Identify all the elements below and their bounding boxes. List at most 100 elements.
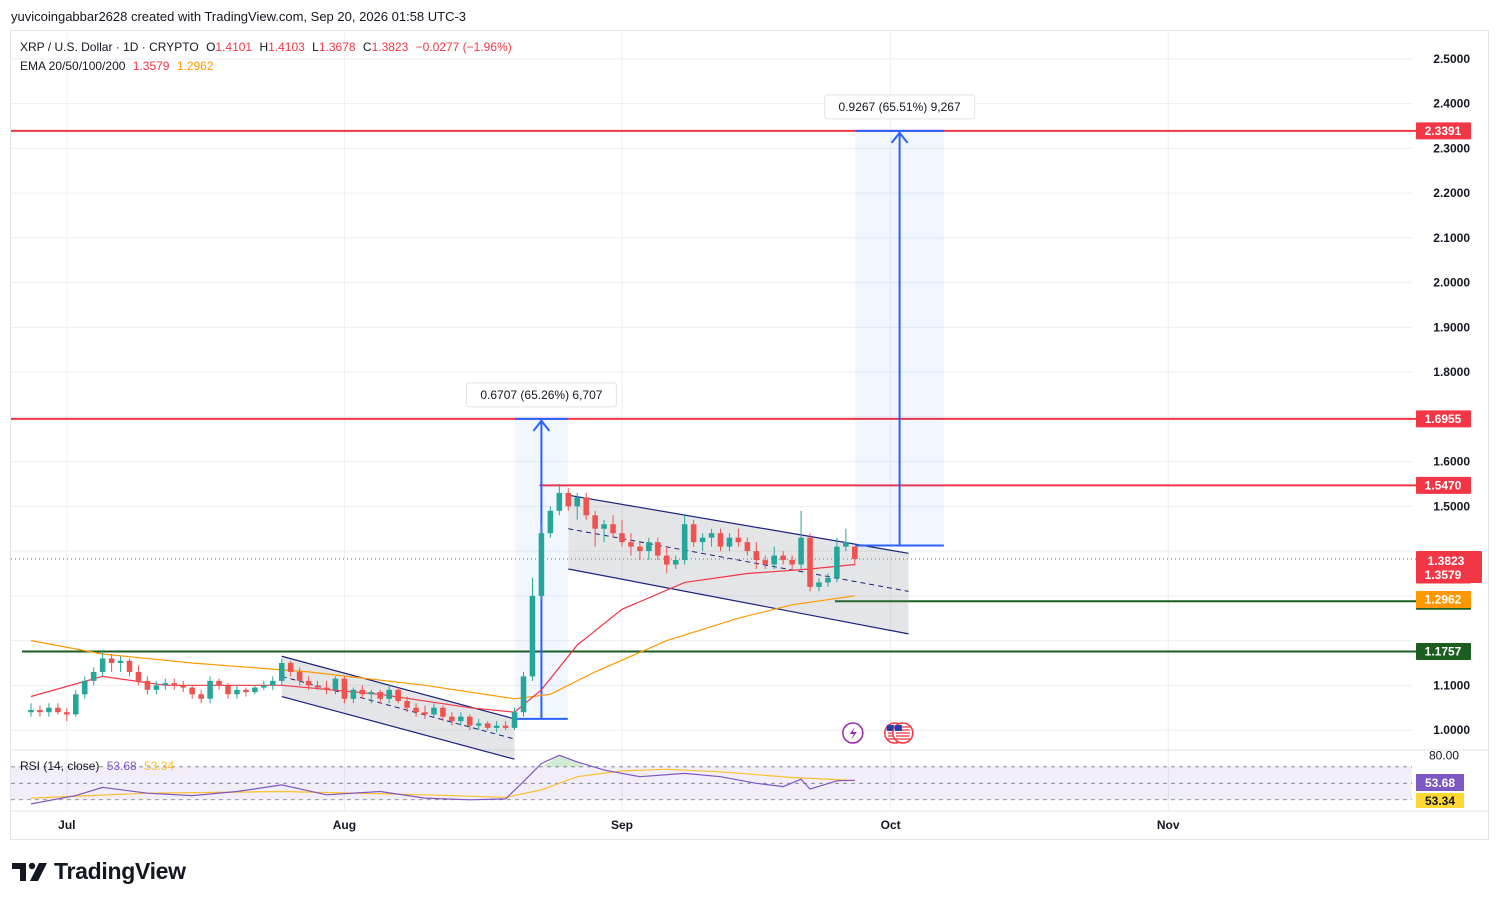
candle[interactable] xyxy=(144,676,151,695)
candle[interactable] xyxy=(565,488,572,511)
candle[interactable] xyxy=(81,676,88,699)
candle[interactable] xyxy=(37,705,43,717)
candle[interactable] xyxy=(735,528,742,547)
us-flag-icon[interactable] xyxy=(892,722,914,744)
candle[interactable] xyxy=(717,528,724,552)
candle[interactable] xyxy=(681,515,688,565)
candle[interactable] xyxy=(771,546,778,569)
channel-bottom[interactable] xyxy=(281,695,515,760)
candle[interactable] xyxy=(708,528,715,547)
candle[interactable] xyxy=(269,676,276,690)
candle[interactable] xyxy=(475,718,482,731)
candle[interactable] xyxy=(261,680,267,690)
candle[interactable] xyxy=(377,689,384,704)
candle[interactable] xyxy=(699,533,706,552)
candle[interactable] xyxy=(484,721,491,731)
candle[interactable] xyxy=(180,680,187,693)
candle[interactable] xyxy=(413,703,419,717)
channel-top[interactable] xyxy=(568,494,909,554)
candle[interactable] xyxy=(672,555,679,569)
candle[interactable] xyxy=(744,537,751,556)
candle[interactable] xyxy=(574,492,581,520)
candle[interactable] xyxy=(466,714,473,731)
candle[interactable] xyxy=(458,712,464,726)
candle[interactable] xyxy=(547,506,554,538)
candle[interactable] xyxy=(332,676,339,695)
candle[interactable] xyxy=(278,658,285,686)
candle[interactable] xyxy=(502,721,509,731)
candle[interactable] xyxy=(296,667,303,686)
candle[interactable] xyxy=(798,510,804,569)
candle[interactable] xyxy=(726,533,733,552)
candle[interactable] xyxy=(305,676,312,690)
candle[interactable] xyxy=(520,671,527,717)
candle[interactable] xyxy=(234,685,240,699)
candle[interactable] xyxy=(529,577,536,681)
candle[interactable] xyxy=(404,696,410,713)
candle[interactable] xyxy=(690,519,697,547)
candle[interactable] xyxy=(556,483,563,516)
candle[interactable] xyxy=(225,683,231,699)
candle[interactable] xyxy=(449,712,455,726)
candle[interactable] xyxy=(252,685,258,695)
candle[interactable] xyxy=(135,665,142,686)
candle[interactable] xyxy=(834,537,840,583)
candle[interactable] xyxy=(216,678,222,690)
candle[interactable] xyxy=(64,707,70,722)
candle[interactable] xyxy=(207,676,213,704)
candle[interactable] xyxy=(762,555,769,569)
candle[interactable] xyxy=(126,658,133,677)
candle[interactable] xyxy=(753,542,760,569)
candle[interactable] xyxy=(493,721,500,733)
candle[interactable] xyxy=(637,542,643,561)
candle[interactable] xyxy=(287,660,294,677)
candle[interactable] xyxy=(619,519,625,547)
candle[interactable] xyxy=(538,524,545,601)
candle[interactable] xyxy=(323,680,330,695)
candle[interactable] xyxy=(422,705,428,719)
candle[interactable] xyxy=(350,687,357,704)
candle[interactable] xyxy=(198,689,204,704)
candle[interactable] xyxy=(46,703,52,717)
candle[interactable] xyxy=(852,546,858,566)
candle[interactable] xyxy=(440,705,446,722)
candle[interactable] xyxy=(117,656,124,672)
candle[interactable] xyxy=(789,555,795,569)
candle[interactable] xyxy=(162,678,169,690)
candle[interactable] xyxy=(583,492,589,520)
candle[interactable] xyxy=(431,703,437,717)
candle[interactable] xyxy=(189,685,195,699)
candle[interactable] xyxy=(592,510,598,547)
candle[interactable] xyxy=(359,685,366,699)
candle[interactable] xyxy=(243,687,249,697)
candle[interactable] xyxy=(90,667,97,686)
y-tick-label: 1.0000 xyxy=(1433,723,1470,737)
candle[interactable] xyxy=(72,689,79,717)
candle[interactable] xyxy=(628,533,634,556)
candle[interactable] xyxy=(780,551,786,565)
channel-bottom[interactable] xyxy=(568,568,909,635)
candle[interactable] xyxy=(511,707,518,731)
candle[interactable] xyxy=(108,654,115,672)
candle[interactable] xyxy=(341,676,348,704)
candle[interactable] xyxy=(55,703,61,715)
candle[interactable] xyxy=(816,577,822,592)
candle[interactable] xyxy=(395,687,401,704)
candle[interactable] xyxy=(663,546,670,574)
candle[interactable] xyxy=(610,515,616,538)
candle[interactable] xyxy=(171,678,178,690)
candle[interactable] xyxy=(825,573,831,587)
candle[interactable] xyxy=(314,680,321,690)
candle[interactable] xyxy=(807,533,813,592)
candle[interactable] xyxy=(28,703,34,717)
candle[interactable] xyxy=(386,685,392,704)
candle[interactable] xyxy=(153,680,160,695)
candle[interactable] xyxy=(655,537,661,561)
candle[interactable] xyxy=(843,528,849,552)
candle[interactable] xyxy=(99,649,106,677)
candle[interactable] xyxy=(368,689,375,704)
candle[interactable] xyxy=(601,519,607,543)
tradingview-logo[interactable]: TradingView xyxy=(12,858,186,885)
candle[interactable] xyxy=(646,537,652,561)
